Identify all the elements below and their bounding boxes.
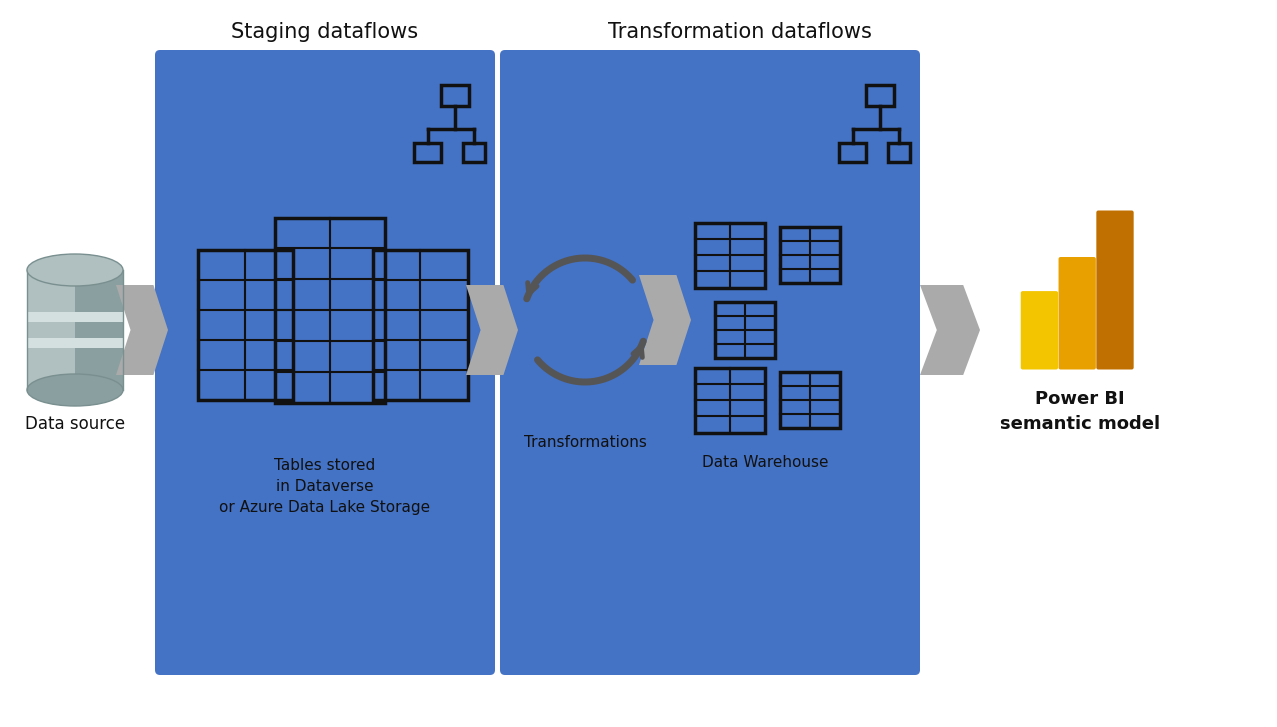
Polygon shape <box>75 270 123 390</box>
Bar <box>414 142 442 162</box>
Bar <box>275 217 384 403</box>
Bar <box>27 338 123 348</box>
Text: Data Warehouse: Data Warehouse <box>702 455 829 470</box>
Bar <box>695 222 765 287</box>
Bar <box>27 312 123 322</box>
Bar <box>780 228 840 283</box>
Bar <box>198 250 292 400</box>
FancyBboxPatch shape <box>155 50 495 675</box>
FancyBboxPatch shape <box>1097 211 1134 369</box>
Bar <box>373 250 467 400</box>
Bar <box>866 85 894 106</box>
Text: Transformations: Transformations <box>524 435 646 450</box>
Bar <box>373 250 467 400</box>
Text: Staging dataflows: Staging dataflows <box>231 22 419 42</box>
Polygon shape <box>116 285 169 375</box>
Bar <box>780 372 840 427</box>
Bar <box>695 368 765 433</box>
Polygon shape <box>919 285 979 375</box>
Text: Transformation dataflows: Transformation dataflows <box>608 22 872 42</box>
Bar <box>198 250 292 400</box>
FancyBboxPatch shape <box>501 50 919 675</box>
Text: Power BI
semantic model: Power BI semantic model <box>1000 390 1160 433</box>
Bar <box>695 368 765 433</box>
Bar <box>462 142 484 162</box>
Bar <box>695 222 765 287</box>
FancyBboxPatch shape <box>1059 257 1096 369</box>
Ellipse shape <box>27 254 123 286</box>
Ellipse shape <box>27 374 123 406</box>
Text: Tables stored
in Dataverse
or Azure Data Lake Storage: Tables stored in Dataverse or Azure Data… <box>220 458 430 515</box>
Bar <box>780 228 840 283</box>
Bar <box>442 85 469 106</box>
Polygon shape <box>466 285 518 375</box>
Polygon shape <box>27 270 75 390</box>
Bar <box>888 142 909 162</box>
FancyBboxPatch shape <box>1020 291 1059 369</box>
Bar <box>715 302 775 358</box>
Bar <box>715 302 775 358</box>
Text: Data source: Data source <box>26 415 125 433</box>
Bar <box>275 217 384 403</box>
Bar <box>780 372 840 427</box>
Bar <box>839 142 866 162</box>
Polygon shape <box>638 275 691 365</box>
